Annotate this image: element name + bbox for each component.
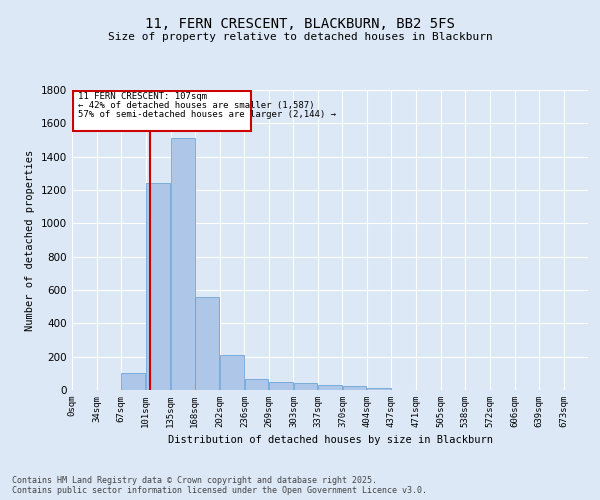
Bar <box>171 138 194 390</box>
Bar <box>343 386 367 390</box>
Text: 57% of semi-detached houses are larger (2,144) →: 57% of semi-detached houses are larger (… <box>78 110 336 119</box>
Bar <box>319 385 342 390</box>
Bar <box>121 374 145 390</box>
Bar <box>146 184 170 390</box>
Bar <box>245 379 268 390</box>
Text: Size of property relative to detached houses in Blackburn: Size of property relative to detached ho… <box>107 32 493 42</box>
Bar <box>195 296 219 390</box>
Bar <box>220 355 244 390</box>
Text: Contains HM Land Registry data © Crown copyright and database right 2025.
Contai: Contains HM Land Registry data © Crown c… <box>12 476 427 495</box>
Text: ← 42% of detached houses are smaller (1,587): ← 42% of detached houses are smaller (1,… <box>78 101 314 110</box>
Text: 11, FERN CRESCENT, BLACKBURN, BB2 5FS: 11, FERN CRESCENT, BLACKBURN, BB2 5FS <box>145 18 455 32</box>
Text: 11 FERN CRESCENT: 107sqm: 11 FERN CRESCENT: 107sqm <box>78 92 207 100</box>
Bar <box>269 382 293 390</box>
Bar <box>73 91 251 131</box>
X-axis label: Distribution of detached houses by size in Blackburn: Distribution of detached houses by size … <box>167 436 493 446</box>
Bar <box>293 384 317 390</box>
Bar <box>367 388 391 390</box>
Y-axis label: Number of detached properties: Number of detached properties <box>25 150 35 330</box>
